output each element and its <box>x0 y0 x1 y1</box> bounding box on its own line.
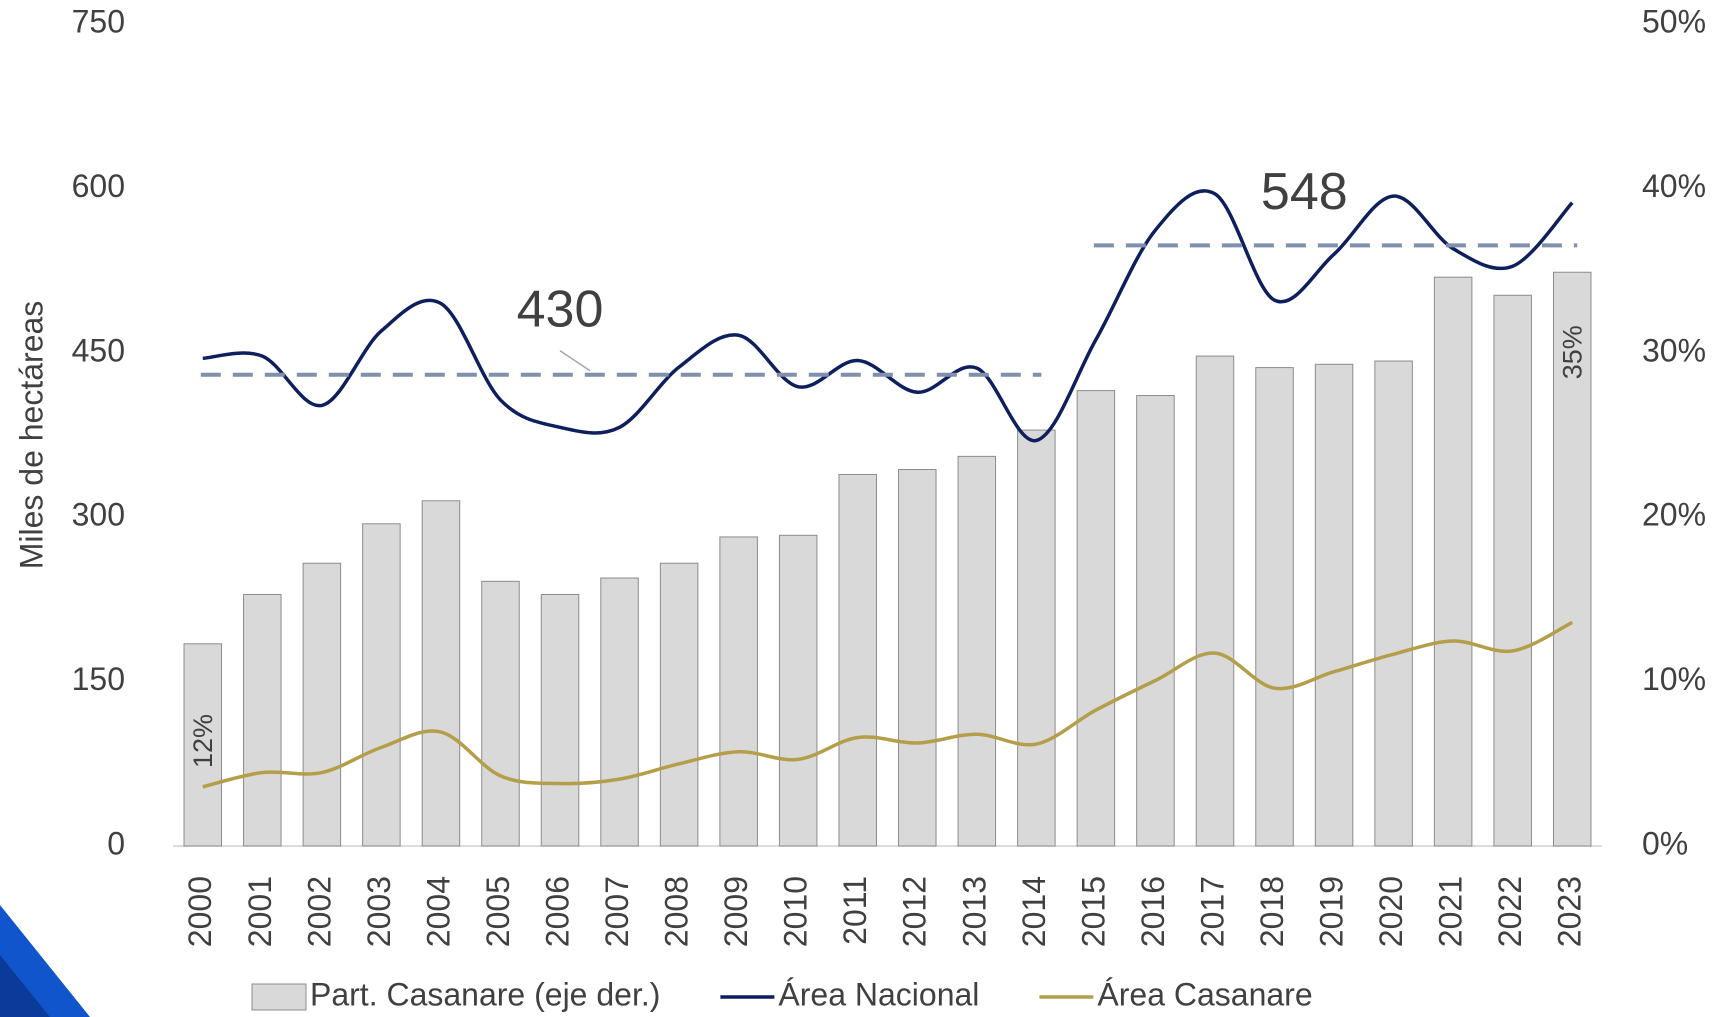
x-tick-label: 2003 <box>361 876 397 947</box>
x-tick-label: 2005 <box>480 876 516 947</box>
y2-tick-label: 30% <box>1642 332 1706 368</box>
x-tick-label: 2021 <box>1433 876 1469 947</box>
line <box>202 189 1574 443</box>
bar <box>1017 429 1056 847</box>
bar <box>540 593 580 847</box>
x-tick-label: 2023 <box>1552 876 1588 947</box>
bar <box>719 536 758 847</box>
y-tick-label: 150 <box>72 661 125 697</box>
legend-label: Área Casanare <box>1097 976 1312 1012</box>
y-tick-label: 450 <box>72 332 125 368</box>
y2-tick-label: 0% <box>1642 825 1688 861</box>
bar <box>1255 367 1294 847</box>
bar <box>1076 390 1116 847</box>
bar <box>302 562 342 847</box>
x-tick-label: 2000 <box>182 876 218 947</box>
bar <box>1314 363 1354 847</box>
bar <box>1195 355 1235 847</box>
x-tick-label: 2017 <box>1194 876 1230 947</box>
bar <box>600 577 639 847</box>
x-tick-label: 2001 <box>242 876 278 947</box>
y2-tick-label: 10% <box>1642 661 1706 697</box>
bar <box>1374 360 1413 847</box>
bar <box>362 523 401 847</box>
bar <box>659 562 699 847</box>
x-tick-label: 2002 <box>301 876 337 947</box>
x-tick-label: 2020 <box>1373 876 1409 947</box>
bar-value-label: 12% <box>188 714 218 768</box>
x-tick-label: 2010 <box>778 876 814 947</box>
x-tick-label: 2019 <box>1314 876 1350 947</box>
bar <box>421 500 461 847</box>
bar <box>838 473 877 847</box>
x-tick-label: 2015 <box>1075 876 1111 947</box>
bar <box>957 455 997 847</box>
average-label: 548 <box>1261 163 1348 221</box>
y2-tick-label: 20% <box>1642 497 1706 533</box>
x-tick-label: 2013 <box>956 876 992 947</box>
legend-swatch <box>251 983 307 1011</box>
bar <box>183 643 223 847</box>
y-tick-label: 600 <box>72 168 125 204</box>
corner-decoration <box>0 955 50 1017</box>
x-tick-label: 2006 <box>539 876 575 947</box>
x-tick-label: 2011 <box>837 876 873 945</box>
y-tick-label: 0 <box>107 825 125 861</box>
average-label: 430 <box>517 280 604 338</box>
x-tick-label: 2008 <box>659 876 695 947</box>
bar <box>481 580 520 847</box>
x-tick-label: 2014 <box>1016 876 1052 947</box>
average-leader <box>559 350 591 372</box>
y2-tick-label: 40% <box>1642 168 1706 204</box>
x-tick-label: 2018 <box>1254 876 1290 947</box>
x-tick-label: 2012 <box>897 876 933 947</box>
bar <box>898 469 937 847</box>
bar <box>1433 276 1473 847</box>
bar <box>778 534 818 847</box>
line <box>202 620 1574 789</box>
x-tick-label: 2009 <box>718 876 754 947</box>
y-tick-label: 750 <box>72 3 125 39</box>
y2-tick-label: 50% <box>1642 3 1706 39</box>
x-tick-label: 2022 <box>1492 876 1528 947</box>
y-axis-title: Miles de hectáreas <box>13 301 49 570</box>
bar <box>1136 395 1175 847</box>
bar-value-label: 35% <box>1557 325 1587 379</box>
bar <box>1493 294 1532 847</box>
bar <box>1552 271 1592 847</box>
x-tick-label: 2004 <box>420 876 456 947</box>
y-tick-label: 300 <box>72 497 125 533</box>
bar <box>243 593 282 847</box>
x-tick-label: 2016 <box>1135 876 1171 947</box>
legend-label: Área Nacional <box>778 976 979 1012</box>
legend-label: Part. Casanare (eje der.) <box>310 976 660 1012</box>
x-tick-label: 2007 <box>599 876 635 947</box>
